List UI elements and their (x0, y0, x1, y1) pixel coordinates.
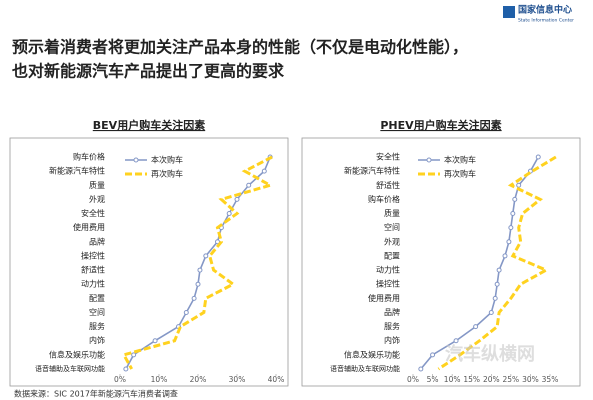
slide-title: 也对新能源汽车产品提出了更高的要求 (12, 62, 285, 81)
point (496, 267, 502, 273)
x-tick-label: 10% (444, 375, 461, 384)
y-tick-label: 外观 (384, 236, 400, 246)
point (516, 182, 522, 188)
point (234, 196, 240, 202)
y-tick-label: 信息及娱乐功能 (49, 349, 105, 359)
y-tick-label: 购车价格 (368, 194, 400, 204)
watermark: 汽车纵横网 (445, 343, 535, 365)
point (261, 168, 267, 174)
y-tick-label: 新能源汽车特性 (49, 166, 105, 176)
y-tick-label: 内饰 (89, 335, 105, 345)
legend-label: 本次购车 (444, 155, 476, 165)
x-tick-label: 25% (503, 375, 520, 384)
y-tick-label: 质量 (384, 208, 400, 218)
y-tick-label: 操控性 (81, 250, 105, 260)
y-tick-label: 品牌 (89, 236, 105, 246)
point (195, 281, 201, 287)
y-tick-label: 外观 (89, 194, 105, 204)
chart-title: PHEV用户购车关注因素 (380, 118, 501, 132)
y-tick-label: 服务 (89, 321, 105, 331)
point (430, 352, 436, 358)
x-tick-label: 20% (483, 375, 500, 384)
y-tick-label: 配置 (89, 294, 105, 303)
x-tick-label: 5% (427, 375, 439, 384)
legend-label: 本次购车 (151, 155, 183, 165)
point (488, 309, 494, 315)
point (453, 338, 459, 344)
x-tick-label: 20% (190, 375, 207, 384)
y-tick-label: 语音辅助及车联网功能 (330, 364, 400, 373)
point (512, 196, 518, 202)
x-tick-label: 35% (542, 375, 559, 384)
y-tick-label: 舒适性 (81, 265, 105, 275)
point (191, 295, 197, 301)
y-tick-label: 内饰 (384, 335, 400, 345)
point (508, 225, 514, 231)
y-tick-label: 品牌 (384, 307, 400, 317)
legend-label: 再次购车 (151, 169, 183, 179)
x-tick-label: 0% (407, 375, 419, 384)
series-line (125, 156, 271, 370)
slide-title: 预示着消费者将更加关注产品本身的性能（不仅是电动化性能）， (12, 38, 468, 57)
point (473, 324, 479, 330)
point (492, 295, 498, 301)
x-tick-label: 15% (463, 375, 480, 384)
source: 数据来源：SIC 2017年新能源汽车消费者调查 (14, 389, 178, 399)
point (506, 239, 512, 245)
y-tick-label: 信息及娱乐功能 (344, 349, 400, 359)
point (183, 309, 189, 315)
x-tick-label: 30% (522, 375, 539, 384)
series-line (437, 155, 557, 371)
point (535, 154, 541, 160)
chart-title: BEV用户购车关注因素 (93, 118, 205, 132)
y-tick-label: 操控性 (376, 279, 400, 289)
point (510, 211, 516, 217)
y-tick-label: 安全性 (81, 208, 105, 218)
logo: 国家信息中心 (518, 4, 572, 16)
y-tick-label: 动力性 (81, 279, 105, 289)
y-tick-label: 语音辅助及车联网功能 (35, 364, 105, 373)
legend-marker (133, 157, 139, 163)
point (246, 182, 252, 188)
y-tick-label: 配置 (384, 251, 400, 260)
y-tick-label: 空间 (384, 222, 400, 232)
series-line (121, 155, 275, 370)
y-tick-label: 购车价格 (73, 152, 105, 162)
y-tick-label: 动力性 (376, 265, 400, 275)
point (152, 338, 158, 344)
logo-en: State Information Center (518, 18, 574, 24)
point (203, 253, 209, 259)
point (226, 211, 232, 217)
y-tick-label: 新能源汽车特性 (344, 166, 400, 176)
y-tick-label: 服务 (384, 321, 400, 331)
y-tick-label: 安全性 (376, 152, 400, 162)
plot-frame (9, 137, 289, 387)
plot-frame (301, 137, 581, 387)
point (197, 267, 203, 273)
point (418, 366, 424, 372)
point (502, 253, 508, 259)
y-tick-label: 使用费用 (368, 293, 400, 303)
logo-icon (503, 6, 515, 18)
legend-marker (426, 157, 432, 163)
y-tick-label: 空间 (89, 307, 105, 317)
x-tick-label: 10% (151, 375, 168, 384)
y-tick-label: 质量 (89, 180, 105, 190)
x-tick-label: 40% (268, 375, 285, 384)
point (494, 281, 500, 287)
y-tick-label: 使用费用 (73, 222, 105, 232)
series-line (420, 156, 539, 370)
y-tick-label: 舒适性 (376, 180, 400, 190)
x-tick-label: 0% (114, 375, 126, 384)
x-tick-label: 30% (229, 375, 246, 384)
point (123, 366, 129, 372)
point (131, 352, 137, 358)
legend-label: 再次购车 (444, 169, 476, 179)
